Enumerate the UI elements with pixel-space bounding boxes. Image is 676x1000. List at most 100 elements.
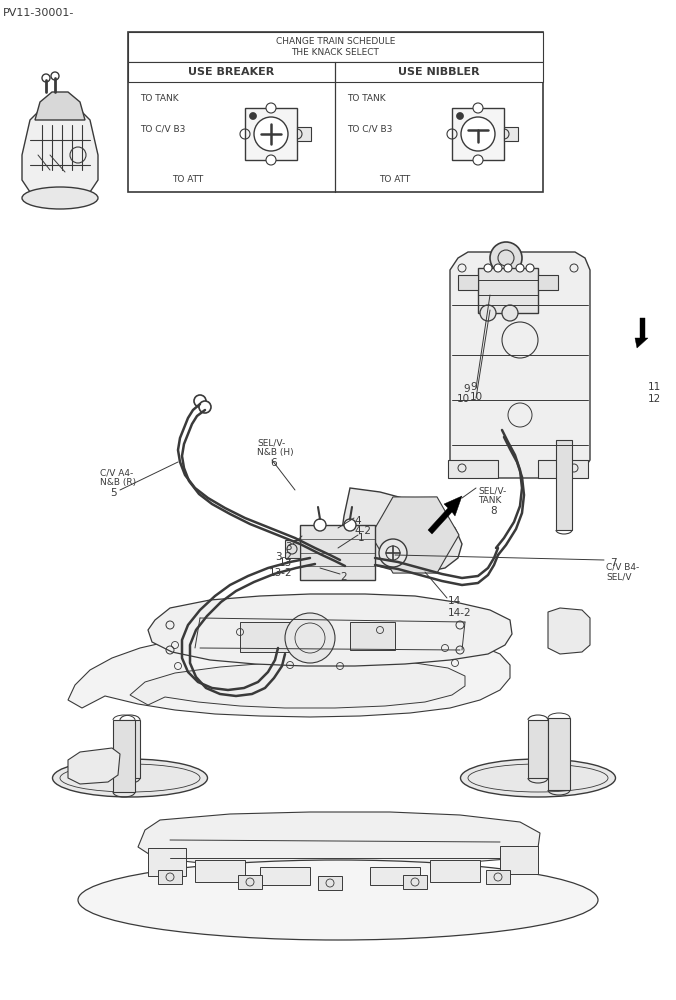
Bar xyxy=(240,622,290,652)
Bar xyxy=(452,108,504,160)
Text: 2: 2 xyxy=(340,572,347,582)
Text: 8: 8 xyxy=(490,506,497,516)
Polygon shape xyxy=(635,318,648,348)
Text: 12: 12 xyxy=(648,394,661,404)
Bar xyxy=(195,860,245,882)
Bar xyxy=(538,460,588,478)
Circle shape xyxy=(379,539,407,567)
Polygon shape xyxy=(130,661,465,708)
Bar xyxy=(403,875,427,889)
Circle shape xyxy=(473,155,483,165)
Text: 7: 7 xyxy=(610,558,617,568)
Polygon shape xyxy=(548,608,590,654)
Text: 6: 6 xyxy=(270,458,276,468)
Polygon shape xyxy=(148,594,512,666)
Text: 5: 5 xyxy=(110,488,117,498)
Text: 3-2: 3-2 xyxy=(275,552,292,562)
Bar xyxy=(500,846,538,874)
Text: USE BREAKER: USE BREAKER xyxy=(188,67,274,77)
Text: C/V B4-: C/V B4- xyxy=(606,562,639,571)
Circle shape xyxy=(480,305,496,321)
Bar xyxy=(504,127,518,141)
Text: 1: 1 xyxy=(358,533,364,543)
Circle shape xyxy=(494,264,502,272)
Bar xyxy=(128,32,543,192)
Bar xyxy=(528,720,548,778)
Circle shape xyxy=(194,395,206,407)
Bar xyxy=(370,867,420,885)
Polygon shape xyxy=(22,100,98,202)
Bar xyxy=(238,875,262,889)
Bar xyxy=(300,525,375,580)
Circle shape xyxy=(51,72,59,80)
Circle shape xyxy=(249,112,256,119)
Bar xyxy=(556,440,572,530)
Circle shape xyxy=(456,112,464,119)
Polygon shape xyxy=(68,633,510,717)
Text: TO TANK: TO TANK xyxy=(347,94,385,103)
Text: TANK: TANK xyxy=(478,496,502,505)
Polygon shape xyxy=(450,252,590,478)
Text: N&B (H): N&B (H) xyxy=(257,448,293,457)
Ellipse shape xyxy=(22,187,98,209)
Bar xyxy=(148,848,186,876)
Polygon shape xyxy=(371,497,459,573)
Ellipse shape xyxy=(460,759,616,797)
Polygon shape xyxy=(68,748,120,784)
Text: N&B (R): N&B (R) xyxy=(100,478,136,487)
Bar xyxy=(318,876,342,890)
Text: C/V A4-: C/V A4- xyxy=(100,468,133,477)
Text: 13-2: 13-2 xyxy=(268,568,292,578)
Circle shape xyxy=(490,242,522,274)
Polygon shape xyxy=(342,488,462,572)
Circle shape xyxy=(502,305,518,321)
Circle shape xyxy=(199,401,211,413)
Text: PV11-30001-: PV11-30001- xyxy=(3,8,74,18)
Polygon shape xyxy=(138,812,540,867)
Bar xyxy=(448,460,498,478)
Circle shape xyxy=(314,519,326,531)
Text: TO TANK: TO TANK xyxy=(140,94,178,103)
Circle shape xyxy=(254,117,288,151)
Text: 4-2: 4-2 xyxy=(354,526,371,536)
Text: TO ATT: TO ATT xyxy=(172,175,203,184)
Text: 14: 14 xyxy=(448,596,461,606)
Text: 3: 3 xyxy=(285,542,292,552)
Text: 10: 10 xyxy=(457,394,470,404)
Circle shape xyxy=(42,74,50,82)
Circle shape xyxy=(285,613,335,663)
Bar xyxy=(120,720,140,778)
Bar xyxy=(486,870,510,884)
Circle shape xyxy=(344,519,356,531)
Circle shape xyxy=(461,117,495,151)
Text: TO ATT: TO ATT xyxy=(379,175,410,184)
Text: 4: 4 xyxy=(354,516,360,526)
Bar xyxy=(245,108,297,160)
Bar xyxy=(260,867,310,885)
Text: 14-2: 14-2 xyxy=(448,608,472,618)
Circle shape xyxy=(526,264,534,272)
Ellipse shape xyxy=(78,860,598,940)
Text: SEL/V-: SEL/V- xyxy=(257,438,285,447)
Bar xyxy=(128,32,543,62)
Text: TO C/V B3: TO C/V B3 xyxy=(347,124,392,133)
Bar xyxy=(478,268,538,313)
Polygon shape xyxy=(35,92,85,120)
Text: TO C/V B3: TO C/V B3 xyxy=(140,124,185,133)
Circle shape xyxy=(484,264,492,272)
Text: USE NIBBLER: USE NIBBLER xyxy=(398,67,480,77)
Text: SEL/V: SEL/V xyxy=(606,572,631,581)
Text: CHANGE TRAIN SCHEDULE
THE KNACK SELECT: CHANGE TRAIN SCHEDULE THE KNACK SELECT xyxy=(276,37,395,57)
Text: 9: 9 xyxy=(463,384,470,394)
Bar xyxy=(548,718,570,790)
Text: 9: 9 xyxy=(470,382,477,392)
Circle shape xyxy=(473,103,483,113)
Circle shape xyxy=(516,264,524,272)
Text: 11: 11 xyxy=(648,382,661,392)
Ellipse shape xyxy=(53,759,208,797)
Bar xyxy=(297,127,311,141)
Circle shape xyxy=(504,264,512,272)
Bar xyxy=(285,540,300,558)
Polygon shape xyxy=(428,496,462,534)
Bar xyxy=(128,62,543,82)
